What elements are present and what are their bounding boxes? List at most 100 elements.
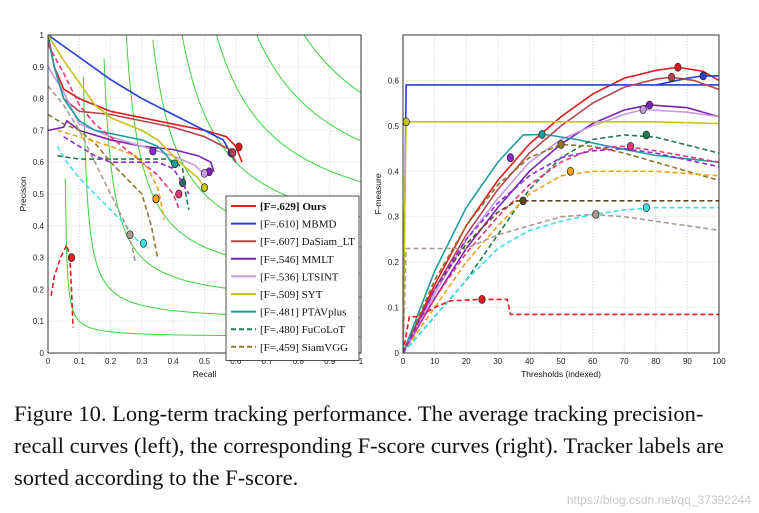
- f-series-marker: [557, 140, 565, 149]
- f-isoline: [216, 35, 361, 183]
- f-y-tick-label: 0.3: [388, 213, 400, 222]
- pr-series-marker: [67, 253, 76, 262]
- caption-text: Long-term tracking performance. The aver…: [14, 401, 724, 490]
- f-x-tick-label: 90: [683, 357, 692, 366]
- pr-series-line: [48, 44, 181, 211]
- pr-x-tick-label: 0.4: [168, 357, 180, 366]
- f-x-tick-label: 70: [620, 357, 629, 366]
- legend-entry: [F=.610] MBMD: [260, 219, 337, 231]
- pr-x-tick-label: 0.9: [324, 357, 336, 366]
- f-series-line: [403, 108, 719, 353]
- f-series-line: [403, 143, 719, 353]
- f-series-marker: [626, 141, 635, 151]
- f-y-tick-label: 0.4: [388, 167, 400, 176]
- f-x-tick-label: 30: [493, 357, 502, 366]
- f-isoline: [303, 35, 361, 94]
- f-series-line: [403, 145, 719, 353]
- f-series-line: [403, 206, 719, 353]
- f-series-marker: [674, 62, 682, 72]
- f-series-marker: [592, 210, 600, 219]
- f-series-line: [403, 298, 719, 353]
- legend-entry: [F=.509] SYT: [260, 289, 323, 301]
- f-series-marker: [566, 166, 575, 176]
- pr-series-marker: [200, 183, 209, 192]
- pr-series-line: [48, 113, 159, 258]
- f-series-marker: [506, 153, 514, 163]
- pr-x-tick-label: 0.7: [262, 357, 274, 366]
- f-y-tick-label: 0.6: [388, 76, 400, 85]
- pr-y-axis-label: Precision: [18, 176, 28, 211]
- f-x-tick-label: 20: [462, 357, 471, 366]
- f-series-marker: [519, 196, 527, 206]
- f-series-marker: [538, 130, 546, 139]
- pr-series-line: [56, 145, 149, 249]
- f-x-tick-label: 60: [588, 357, 597, 366]
- pr-x-tick-label: 0.1: [74, 357, 86, 366]
- f-x-tick-label: 10: [430, 357, 439, 366]
- f-measure-plot: 0 10 20 30 40 50 60 70 80 90 100 0 0.1 0.2 0.3 0.4 0.5 0.…: [373, 34, 726, 379]
- pr-x-tick-label: 0.3: [136, 357, 148, 366]
- f-series-marker: [639, 105, 647, 114]
- f-series-marker: [642, 203, 650, 212]
- pr-x-tick-label: 0.5: [199, 357, 211, 366]
- f-series-marker: [645, 100, 654, 110]
- f-x-tick-label: 100: [712, 357, 726, 366]
- pr-y-tick-label: 0.2: [33, 285, 45, 294]
- legend-entry: [F=.481] PTAVplus: [260, 307, 346, 319]
- f-y-tick-label: 0.2: [388, 258, 400, 267]
- pr-axes-frame: [47, 34, 362, 354]
- legend-entry: [F=.459] SiamVGG: [260, 342, 348, 354]
- figure-label: Figure 10.: [14, 401, 107, 426]
- watermark: https://blog.csdn.net/qq_37392244: [566, 493, 751, 507]
- pr-series-marker: [149, 146, 157, 156]
- f-x-tick-label: 40: [525, 357, 534, 366]
- pr-series-line: [48, 35, 206, 189]
- pr-series-line: [48, 35, 243, 163]
- f-x-tick-label: 0: [401, 357, 406, 366]
- pr-x-tick-label: 0.6: [230, 357, 242, 366]
- pr-series-marker: [229, 148, 237, 158]
- pr-y-tick-label: 0.6: [33, 158, 45, 167]
- f-series-group: [403, 62, 719, 353]
- f-series-marker: [403, 117, 410, 127]
- pr-y-tick-label: 0.3: [33, 254, 45, 263]
- f-isoline: [256, 35, 361, 142]
- f-series-marker: [699, 71, 707, 81]
- f-y-tick-label: 0.5: [388, 122, 400, 131]
- f-y-axis-label: F-measure: [373, 173, 383, 214]
- f-series-line: [403, 213, 719, 353]
- f-series-line: [403, 120, 719, 353]
- legend-entry: [F=.536] LTSINT: [260, 271, 339, 283]
- pr-y-tick-label: 0.9: [33, 63, 45, 72]
- f-x-tick-label: 50: [557, 357, 566, 366]
- pr-series-line: [63, 136, 190, 195]
- pr-y-tick-label: 0.5: [33, 190, 45, 199]
- legend-entry: [F=.480] FuCoLoT: [260, 324, 345, 336]
- legend-entry: [F=.607] DaSiam_LT: [260, 236, 355, 248]
- figure-caption: Figure 10. Long-term tracking performanc…: [14, 398, 749, 494]
- f-y-tick-label: 0: [395, 349, 400, 358]
- pr-series-line: [48, 38, 174, 166]
- pr-y-tick-label: 0.8: [33, 95, 45, 104]
- pr-series-line: [48, 66, 206, 176]
- legend-entry: [F=.546] MMLT: [260, 254, 334, 266]
- precision-recall-plot: 0 0.1 0.2 0.3 0.4 0.5 0.6 0.7 0.8 0.9 1 0 0.1 0.2 0.3 0…: [18, 31, 364, 379]
- f-x-tick-label: 80: [651, 357, 660, 366]
- f-x-axis-label: Thresholds (indexed): [521, 369, 601, 379]
- pr-series-marker: [175, 189, 183, 199]
- pr-x-tick-label: 1: [359, 357, 364, 366]
- pr-x-tick-label: 0.2: [105, 357, 117, 366]
- pr-y-tick-label: 1: [40, 31, 45, 40]
- pr-x-tick-label: 0.8: [293, 357, 305, 366]
- legend-entry: [F=.629] Ours: [260, 201, 327, 213]
- f-axes-frame: [402, 34, 720, 354]
- pr-series-marker: [139, 238, 148, 248]
- pr-y-tick-label: 0: [40, 349, 45, 358]
- pr-series-marker: [235, 142, 243, 152]
- f-series-line: [403, 76, 719, 353]
- pr-y-tick-label: 0.4: [33, 222, 45, 231]
- pr-series-marker: [152, 194, 160, 204]
- f-series-marker: [668, 72, 676, 82]
- pr-series-line: [48, 85, 137, 265]
- f-series-marker: [642, 130, 650, 140]
